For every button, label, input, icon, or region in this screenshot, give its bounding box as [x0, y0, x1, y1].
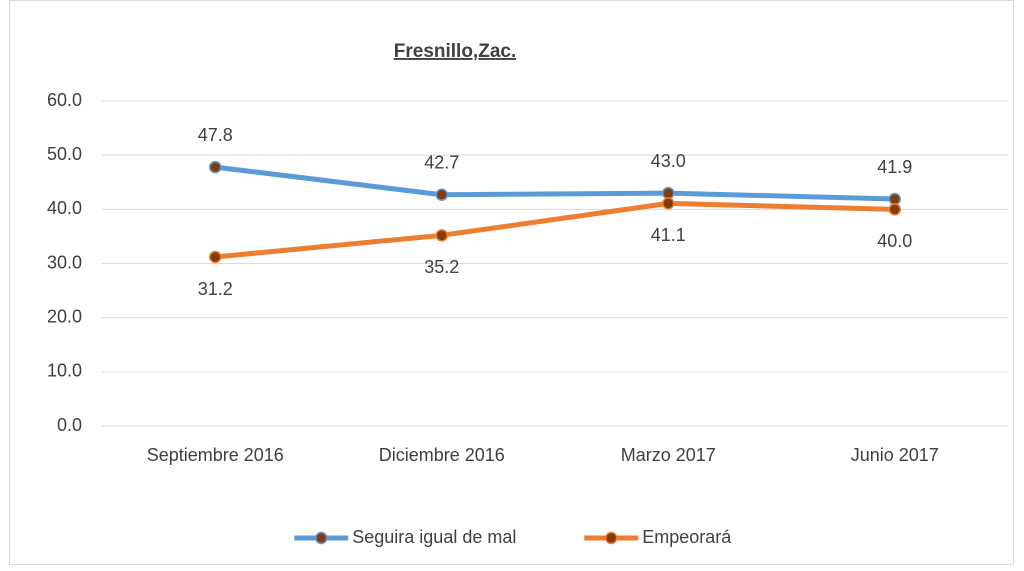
x-tick-label: Junio 2017: [851, 445, 939, 465]
marker: [435, 229, 448, 242]
legend-label: Empeorará: [642, 527, 732, 547]
series-line: [212, 200, 898, 260]
data-label: 42.7: [424, 152, 459, 172]
y-tick-label: 30.0: [47, 252, 82, 272]
legend-label: Seguira igual de mal: [352, 527, 516, 547]
legend-marker: [605, 531, 618, 545]
y-tick-label: 50.0: [47, 144, 82, 164]
chart-title: Fresnillo,Zac.: [394, 41, 516, 62]
y-tick-label: 20.0: [47, 306, 82, 326]
y-tick-label: 10.0: [47, 361, 82, 381]
marker: [435, 188, 448, 201]
legend-marker: [315, 531, 328, 545]
series-line: [212, 164, 898, 202]
data-label: 47.8: [198, 125, 233, 145]
data-label: 40.0: [877, 231, 912, 251]
y-tick-label: 40.0: [47, 198, 82, 218]
data-label: 41.9: [877, 157, 912, 177]
marker: [209, 160, 222, 174]
marker: [888, 192, 901, 206]
marker: [662, 186, 675, 200]
data-label: 31.2: [198, 279, 233, 299]
data-label: 35.2: [424, 257, 459, 277]
y-tick-label: 60.0: [47, 90, 82, 110]
marker: [888, 203, 901, 216]
marker: [209, 250, 222, 264]
data-label: 41.1: [651, 225, 686, 245]
chart-border: [9, 0, 1014, 565]
x-tick-label: Diciembre 2016: [379, 445, 505, 465]
y-tick-label: 0.0: [57, 415, 82, 435]
x-tick-label: Marzo 2017: [621, 445, 716, 465]
x-tick-label: Septiembre 2016: [147, 445, 284, 465]
marker: [662, 197, 675, 210]
data-label: 43.0: [651, 151, 686, 171]
